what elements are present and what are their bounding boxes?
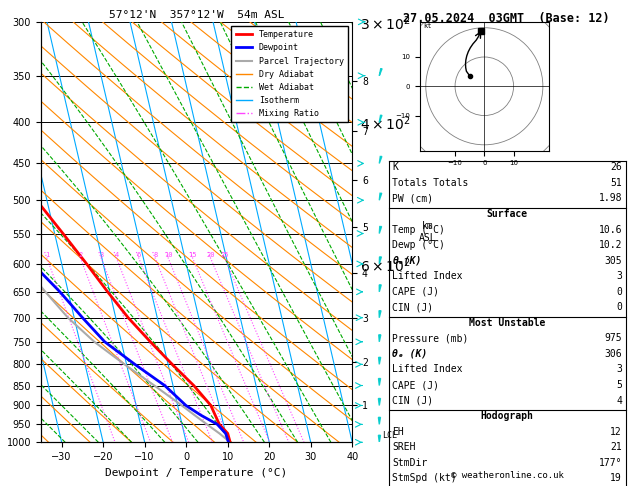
Polygon shape (379, 435, 381, 442)
Text: 8: 8 (153, 252, 157, 258)
Legend: Temperature, Dewpoint, Parcel Trajectory, Dry Adiabat, Wet Adiabat, Isotherm, Mi: Temperature, Dewpoint, Parcel Trajectory… (231, 26, 348, 122)
Text: 6: 6 (136, 252, 141, 258)
Text: SREH: SREH (392, 442, 416, 452)
Y-axis label: km
ASL: km ASL (418, 221, 436, 243)
Polygon shape (379, 15, 382, 22)
Text: 3: 3 (616, 271, 622, 281)
Text: 15: 15 (189, 252, 197, 258)
Text: StmSpd (kt): StmSpd (kt) (392, 473, 457, 484)
Text: 3: 3 (616, 364, 622, 375)
Text: 27.05.2024  03GMT  (Base: 12): 27.05.2024 03GMT (Base: 12) (403, 12, 610, 25)
Text: 21: 21 (610, 442, 622, 452)
Text: Dewp (°C): Dewp (°C) (392, 240, 445, 250)
Text: kt: kt (423, 23, 431, 29)
Text: 3: 3 (99, 252, 103, 258)
Text: 19: 19 (610, 473, 622, 484)
Text: CIN (J): CIN (J) (392, 302, 433, 312)
Polygon shape (379, 69, 382, 76)
Polygon shape (379, 226, 382, 233)
Polygon shape (379, 399, 381, 405)
Text: 0: 0 (616, 302, 622, 312)
Polygon shape (379, 257, 381, 264)
Y-axis label: hPa: hPa (0, 222, 1, 242)
Text: Hodograph: Hodograph (481, 411, 534, 421)
Text: Totals Totals: Totals Totals (392, 178, 469, 188)
Text: CIN (J): CIN (J) (392, 396, 433, 406)
Text: Most Unstable: Most Unstable (469, 318, 545, 328)
Title: 57°12'N  357°12'W  54m ASL: 57°12'N 357°12'W 54m ASL (109, 10, 284, 20)
Text: 20: 20 (206, 252, 214, 258)
X-axis label: Dewpoint / Temperature (°C): Dewpoint / Temperature (°C) (106, 468, 287, 478)
Text: © weatheronline.co.uk: © weatheronline.co.uk (451, 471, 564, 480)
Text: 10.6: 10.6 (599, 225, 622, 235)
Text: 26: 26 (610, 162, 622, 173)
Text: StmDir: StmDir (392, 458, 428, 468)
Text: 1: 1 (45, 252, 49, 258)
Text: EH: EH (392, 427, 404, 437)
Text: 306: 306 (604, 349, 622, 359)
Text: 4: 4 (114, 252, 119, 258)
Text: 51: 51 (610, 178, 622, 188)
Text: 305: 305 (604, 256, 622, 266)
Text: Surface: Surface (487, 209, 528, 219)
Text: 10.2: 10.2 (599, 240, 622, 250)
Text: 975: 975 (604, 333, 622, 344)
Text: 1.98: 1.98 (599, 193, 622, 204)
Text: Lifted Index: Lifted Index (392, 364, 463, 375)
Text: Lifted Index: Lifted Index (392, 271, 463, 281)
Text: K: K (392, 162, 398, 173)
Polygon shape (379, 379, 381, 385)
Text: θₑ(K): θₑ(K) (392, 256, 422, 266)
Text: Pressure (mb): Pressure (mb) (392, 333, 469, 344)
Text: 10: 10 (164, 252, 172, 258)
Text: CAPE (J): CAPE (J) (392, 287, 440, 297)
Polygon shape (379, 417, 381, 424)
Text: 25: 25 (221, 252, 229, 258)
Text: θₑ (K): θₑ (K) (392, 349, 428, 359)
Text: 5: 5 (616, 380, 622, 390)
Polygon shape (379, 335, 381, 342)
Polygon shape (379, 311, 381, 318)
Text: PW (cm): PW (cm) (392, 193, 433, 204)
Text: 12: 12 (610, 427, 622, 437)
Polygon shape (379, 357, 381, 364)
Text: 177°: 177° (599, 458, 622, 468)
Polygon shape (379, 193, 382, 200)
Polygon shape (379, 156, 382, 163)
Polygon shape (379, 115, 382, 122)
Polygon shape (379, 285, 381, 292)
Text: 2: 2 (79, 252, 82, 258)
Text: Temp (°C): Temp (°C) (392, 225, 445, 235)
Text: 4: 4 (616, 396, 622, 406)
Text: 0: 0 (616, 287, 622, 297)
Text: CAPE (J): CAPE (J) (392, 380, 440, 390)
Text: LCL: LCL (382, 431, 397, 440)
